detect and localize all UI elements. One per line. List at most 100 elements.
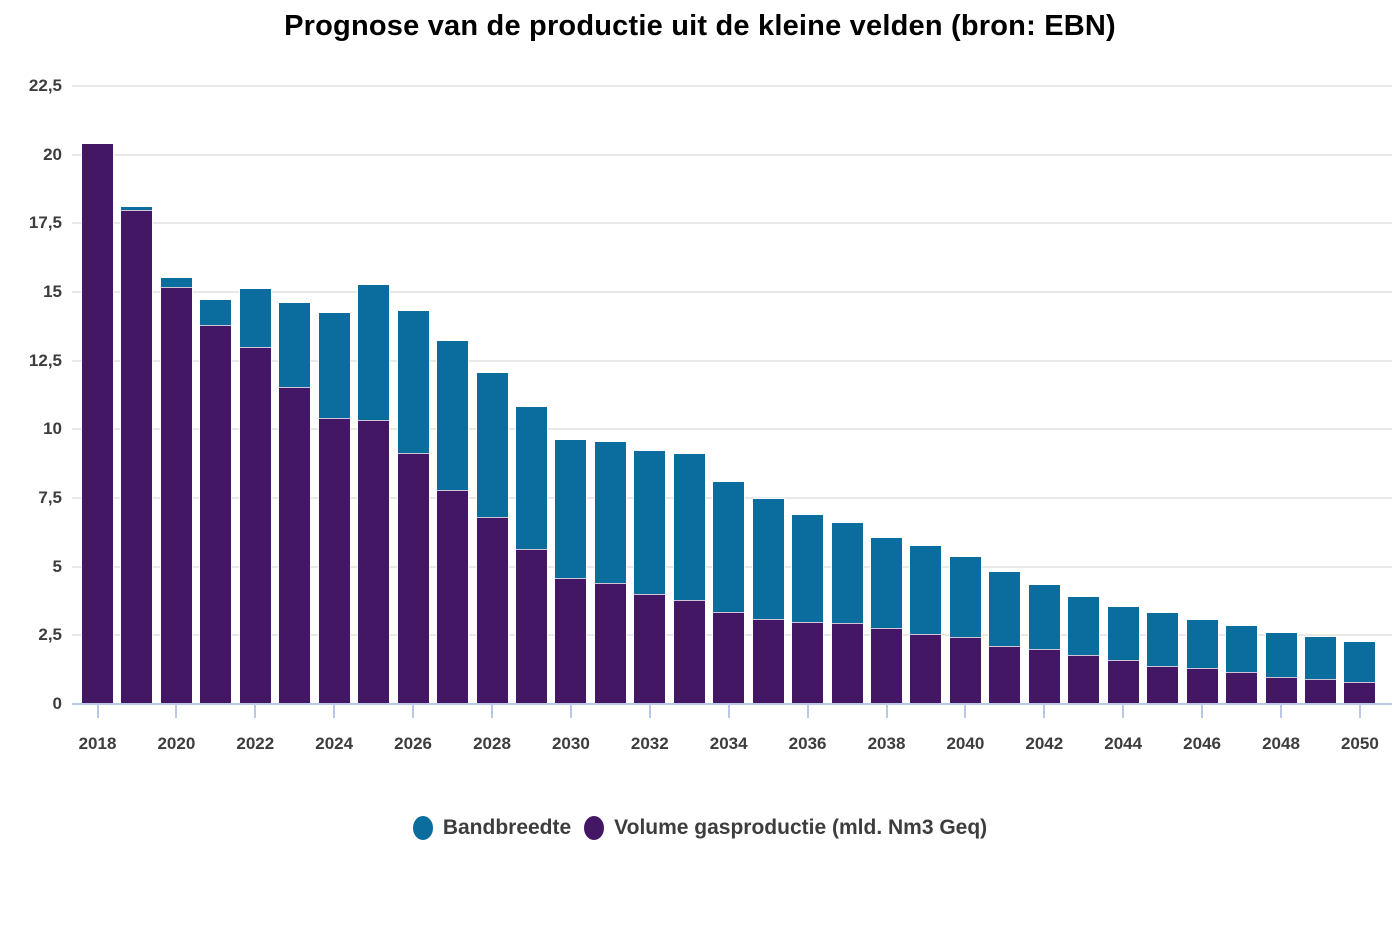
y-axis-tick-label: 22,5 <box>28 76 62 95</box>
y-axis-tick-label: 2,5 <box>38 625 62 645</box>
bar-segment-bandbreedte[interactable] <box>831 522 863 623</box>
y-axis-tick-label: 5 <box>52 556 62 576</box>
legend-dot-bandbreedte <box>412 816 433 840</box>
y-gridline <box>72 359 1392 362</box>
bar-segment-volume-gasproductie[interactable] <box>1107 660 1139 704</box>
bar-segment-volume-gasproductie[interactable] <box>1344 682 1376 704</box>
bar-segment-bandbreedte[interactable] <box>1107 606 1139 661</box>
x-axis-tick <box>333 704 336 718</box>
bar-segment-volume-gasproductie[interactable] <box>1028 649 1060 704</box>
bar-segment-volume-gasproductie[interactable] <box>1265 676 1297 704</box>
bar-segment-volume-gasproductie[interactable] <box>634 594 666 704</box>
bar-segment-volume-gasproductie[interactable] <box>555 577 587 704</box>
x-axis-tick <box>806 704 809 718</box>
bar-segment-bandbreedte[interactable] <box>397 311 429 453</box>
x-axis-tick-label: 2040 <box>946 734 985 753</box>
bar-segment-volume-gasproductie[interactable] <box>1304 679 1336 704</box>
x-axis-tick-label: 2018 <box>78 734 117 753</box>
x-axis-tick <box>412 704 415 718</box>
y-gridline <box>72 428 1392 431</box>
bar-segment-bandbreedte[interactable] <box>160 278 192 287</box>
bar-segment-bandbreedte[interactable] <box>555 440 587 578</box>
bar-segment-bandbreedte[interactable] <box>910 546 942 634</box>
bar-segment-bandbreedte[interactable] <box>279 303 311 387</box>
x-axis-tick <box>1358 704 1361 718</box>
plot-area: 0 2,5 5 7,5 10 12,5 15 17,5 20 22,5 2018 2020 2022 20… <box>29 76 1392 753</box>
bar-segment-volume-gasproductie[interactable] <box>515 548 547 704</box>
bar-segment-bandbreedte[interactable] <box>752 499 784 619</box>
bar-segment-volume-gasproductie[interactable] <box>594 583 626 704</box>
x-axis-tick-label: 2036 <box>788 734 827 753</box>
bar-segment-bandbreedte[interactable] <box>1028 584 1060 650</box>
legend-item-volume-gasproductie[interactable]: Volume gasproductie (mld. Nm3 Geq) <box>584 816 987 840</box>
bar-segment-bandbreedte[interactable] <box>358 285 390 420</box>
bar-segment-bandbreedte[interactable] <box>1344 642 1376 683</box>
legend-item-bandbreedte[interactable]: Bandbreedte <box>412 816 571 840</box>
x-axis-tick <box>254 704 257 718</box>
y-gridline <box>72 291 1392 293</box>
bar-segment-volume-gasproductie[interactable] <box>949 636 981 704</box>
bar-segment-bandbreedte[interactable] <box>1147 613 1179 666</box>
x-axis-tick-label: 2024 <box>315 734 354 753</box>
x-axis-tick-label: 2026 <box>394 734 432 753</box>
bar-segment-volume-gasproductie[interactable] <box>1068 654 1100 704</box>
bar-segment-volume-gasproductie[interactable] <box>397 452 429 704</box>
bar-segment-bandbreedte[interactable] <box>949 557 981 637</box>
x-axis-tick-label: 2042 <box>1025 734 1064 753</box>
bar-segment-bandbreedte[interactable] <box>792 514 824 622</box>
bar-segment-bandbreedte[interactable] <box>239 289 271 347</box>
x-axis-tick <box>727 704 730 718</box>
x-axis-tick-label: 2046 <box>1183 734 1221 753</box>
x-axis-tick-label: 2020 <box>157 734 196 753</box>
bar-segment-bandbreedte[interactable] <box>989 572 1021 647</box>
bar-segment-volume-gasproductie[interactable] <box>318 418 350 704</box>
bar-segment-bandbreedte[interactable] <box>673 454 705 600</box>
bar-segment-volume-gasproductie[interactable] <box>279 386 311 704</box>
bar-segment-bandbreedte[interactable] <box>121 206 153 210</box>
x-axis-tick <box>175 704 178 718</box>
bar-segment-bandbreedte[interactable] <box>713 481 745 612</box>
bar-segment-volume-gasproductie[interactable] <box>910 633 942 704</box>
y-axis-tick-label: 15 <box>43 282 62 301</box>
bar-segment-bandbreedte[interactable] <box>1186 620 1218 669</box>
bar-segment-volume-gasproductie[interactable] <box>239 346 271 704</box>
bar-segment-volume-gasproductie[interactable] <box>752 618 784 704</box>
bar-segment-bandbreedte[interactable] <box>1068 596 1100 655</box>
bar-segment-volume-gasproductie[interactable] <box>871 628 902 704</box>
x-axis-tick-label: 2034 <box>709 734 748 753</box>
bar-segment-bandbreedte[interactable] <box>1304 636 1336 680</box>
bar-segment-bandbreedte[interactable] <box>871 537 902 629</box>
bar-segment-volume-gasproductie[interactable] <box>200 324 232 704</box>
bar-segment-bandbreedte[interactable] <box>594 441 626 584</box>
bar-segment-volume-gasproductie[interactable] <box>1186 668 1218 704</box>
bar-segment-volume-gasproductie[interactable] <box>989 646 1021 704</box>
y-axis-tick-label: 0 <box>52 694 62 713</box>
bar-segment-volume-gasproductie[interactable] <box>1147 665 1179 704</box>
bar-segment-volume-gasproductie[interactable] <box>831 622 863 704</box>
bar-segment-volume-gasproductie[interactable] <box>437 489 469 704</box>
y-axis-tick-label: 7,5 <box>38 488 62 507</box>
y-gridline <box>72 85 1392 87</box>
bar-segment-volume-gasproductie[interactable] <box>358 419 390 704</box>
bar-segment-volume-gasproductie[interactable] <box>476 517 508 704</box>
bar-segment-bandbreedte[interactable] <box>200 300 232 325</box>
legend-label-volume-gasproductie: Volume gasproductie (mld. Nm3 Geq) <box>614 816 988 839</box>
bar-segment-volume-gasproductie[interactable] <box>713 612 745 704</box>
x-axis-tick-label: 2050 <box>1340 734 1379 753</box>
bar-segment-bandbreedte[interactable] <box>437 341 469 490</box>
bar-segment-bandbreedte[interactable] <box>1226 625 1258 673</box>
bar-segment-volume-gasproductie[interactable] <box>121 209 153 704</box>
bar-segment-bandbreedte[interactable] <box>318 312 350 419</box>
bar-segment-bandbreedte[interactable] <box>476 373 508 518</box>
legend-dot-volume-gasproductie <box>584 816 605 840</box>
bar-segment-volume-gasproductie[interactable] <box>673 599 705 704</box>
bar-segment-volume-gasproductie[interactable] <box>792 621 824 704</box>
bar-segment-bandbreedte[interactable] <box>515 407 547 549</box>
bar-segment-volume-gasproductie[interactable] <box>1226 672 1258 704</box>
y-gridline <box>72 222 1392 225</box>
bar-segment-bandbreedte[interactable] <box>1265 632 1297 677</box>
chart-title: Prognose van de productie uit de kleine … <box>284 10 1116 42</box>
bar-segment-volume-gasproductie[interactable] <box>82 143 113 704</box>
bar-segment-volume-gasproductie[interactable] <box>160 286 192 704</box>
bar-segment-bandbreedte[interactable] <box>634 451 666 595</box>
